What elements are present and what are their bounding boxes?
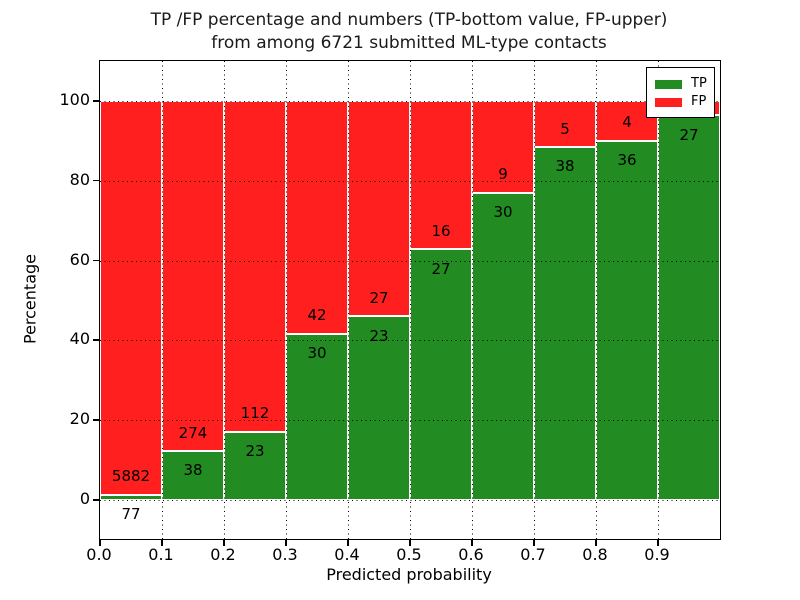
fp-count-label: 9 xyxy=(498,165,508,184)
chart-title-line2: from among 6721 submitted ML-type contac… xyxy=(211,33,607,53)
bar-tp-segment xyxy=(472,193,534,500)
x-tick xyxy=(161,539,163,546)
bar-tp-segment xyxy=(100,494,162,500)
bar-tp-segment xyxy=(410,249,472,500)
bar-tp-segment xyxy=(658,115,720,500)
x-tick-label: 0.8 xyxy=(582,545,608,564)
v-gridline xyxy=(348,61,349,539)
legend-swatch-fp-icon xyxy=(655,97,682,107)
fp-count-label: 274 xyxy=(178,423,208,442)
fp-count-label: 4 xyxy=(622,113,632,132)
y-tick xyxy=(93,499,99,501)
fp-count-label: 5882 xyxy=(111,467,151,486)
fp-count-label: 5 xyxy=(560,119,570,138)
bar-tp-segment xyxy=(534,147,596,500)
tp-count-label: 38 xyxy=(183,461,203,480)
x-tick xyxy=(533,539,535,546)
tp-count-label: 30 xyxy=(307,343,327,362)
y-tick-label: 80 xyxy=(69,169,90,189)
bar-tp-segment xyxy=(596,140,658,500)
fp-count-label: 112 xyxy=(240,404,270,423)
tp-count-label: 30 xyxy=(493,203,513,222)
bar-fp-segment xyxy=(534,101,596,148)
x-tick-label: 0.4 xyxy=(334,545,360,564)
bar-fp-segment xyxy=(224,101,286,433)
y-tick-label: 60 xyxy=(69,249,90,269)
y-tick xyxy=(93,179,99,182)
x-tick-label: 0.7 xyxy=(520,545,546,564)
bar-tp-segment xyxy=(348,316,410,500)
y-tick xyxy=(93,339,99,341)
legend-item-tp: TP xyxy=(655,76,714,92)
x-tick xyxy=(657,539,659,546)
chart-title-line1: TP /FP percentage and numbers (TP-bottom… xyxy=(150,10,668,30)
x-tick xyxy=(471,539,473,546)
x-tick xyxy=(223,539,225,546)
bar-fp-segment xyxy=(286,101,348,334)
x-tick-label: 0.9 xyxy=(644,545,670,564)
legend-swatch-tp-icon xyxy=(655,79,682,89)
bar-fp-segment xyxy=(100,101,162,495)
legend: TP FP xyxy=(646,67,715,118)
tp-count-label: 27 xyxy=(679,125,699,144)
x-tick xyxy=(409,539,411,546)
v-gridline xyxy=(472,61,473,539)
tp-count-label: 23 xyxy=(369,326,389,345)
fp-count-label: 27 xyxy=(369,288,389,307)
tp-count-label: 36 xyxy=(617,151,637,170)
x-tick-label: 0.3 xyxy=(272,545,298,564)
bar-tp-segment xyxy=(162,451,224,500)
fp-count-label: 42 xyxy=(307,305,327,324)
tp-count-label: 38 xyxy=(555,157,575,176)
plot-area: TP FP 5882 77 274 38 112 23 42 30 27 23 16 27 9 30 5 38… xyxy=(99,60,721,540)
y-tick-label: 0 xyxy=(79,489,90,508)
tp-count-label: 27 xyxy=(431,259,451,278)
x-tick-label: 0.0 xyxy=(86,545,112,564)
v-gridline xyxy=(658,61,659,539)
bar-fp-segment xyxy=(348,101,410,317)
y-tick-label: 40 xyxy=(69,329,90,349)
x-tick-label: 0.5 xyxy=(396,545,422,564)
y-tick xyxy=(93,419,99,421)
legend-item-fp: FP xyxy=(655,94,714,110)
y-tick-label: 100 xyxy=(59,90,90,109)
x-tick-label: 0.6 xyxy=(458,545,484,564)
v-gridline xyxy=(596,61,597,539)
legend-label-tp: TP xyxy=(691,76,707,91)
x-tick-label: 0.1 xyxy=(148,545,174,564)
v-gridline xyxy=(224,61,225,539)
v-gridline xyxy=(162,61,163,539)
legend-label-fp: FP xyxy=(691,94,707,109)
v-gridline xyxy=(286,61,287,539)
x-tick xyxy=(285,539,287,546)
v-gridline xyxy=(534,61,535,539)
y-tick xyxy=(93,259,99,262)
tp-count-label: 77 xyxy=(121,504,141,523)
chart-title: TP /FP percentage and numbers (TP-bottom… xyxy=(99,9,719,55)
y-axis-label: Percentage xyxy=(20,253,40,345)
y-tick xyxy=(93,100,99,102)
tp-count-label: 23 xyxy=(245,442,265,461)
bar-fp-segment xyxy=(472,101,534,194)
x-tick xyxy=(99,539,101,546)
x-tick xyxy=(595,539,597,546)
x-tick-label: 0.2 xyxy=(210,545,236,564)
y-tick-label: 20 xyxy=(69,409,90,429)
v-gridline xyxy=(410,61,411,539)
fp-count-label: 16 xyxy=(431,221,451,240)
bar-fp-segment xyxy=(162,101,224,452)
x-tick xyxy=(347,539,349,546)
bar-tp-segment xyxy=(286,333,348,500)
x-axis-label: Predicted probability xyxy=(326,565,492,584)
